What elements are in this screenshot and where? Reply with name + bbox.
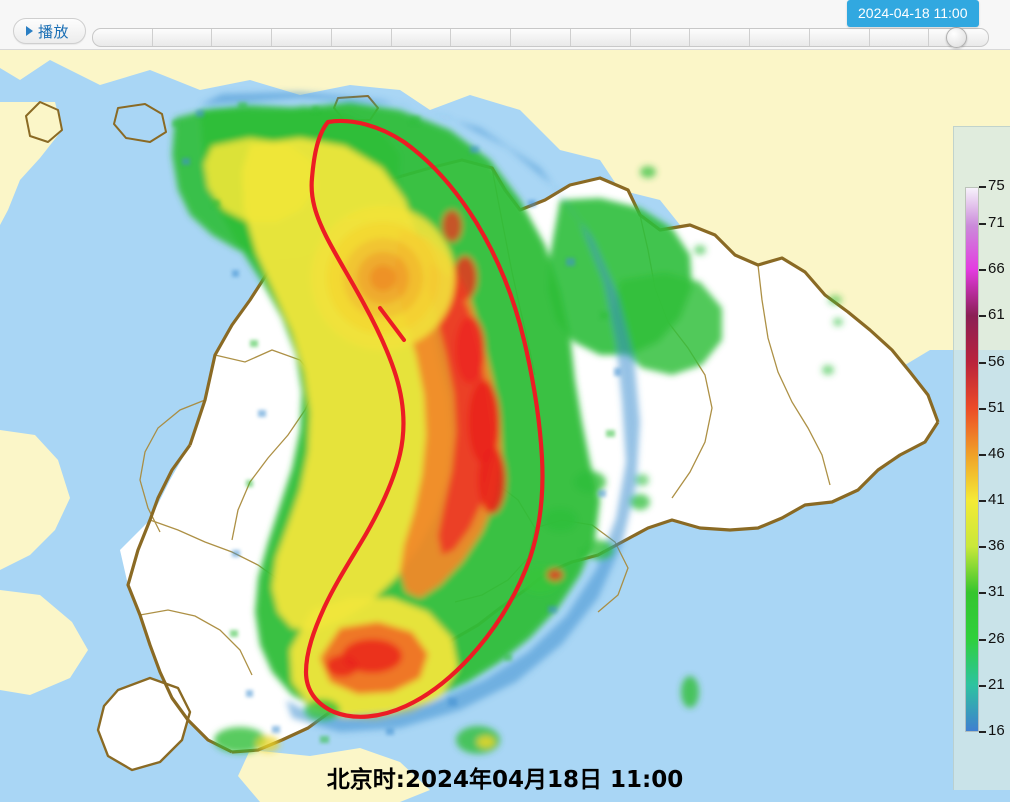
colorbar-tick-label: 31	[988, 583, 1005, 601]
time-slider-segment[interactable]	[392, 29, 452, 46]
radar-echo-speckle	[172, 102, 621, 743]
time-slider-segment[interactable]	[571, 29, 631, 46]
colorbar-tick-dash	[979, 269, 986, 272]
time-slider-segment[interactable]	[93, 29, 153, 46]
colorbar-tick-dash	[979, 222, 986, 225]
play-button[interactable]: 播放	[13, 18, 87, 44]
colorbar-tick-label: 21	[988, 675, 1005, 693]
time-slider-segment[interactable]	[870, 29, 930, 46]
play-triangle-icon	[26, 26, 33, 36]
colorbar-tick-label: 71	[988, 213, 1005, 231]
colorbar-tick-label: 56	[988, 352, 1005, 370]
toolbar: 播放 2024-04-18 11:00	[0, 0, 1010, 50]
time-slider-segment[interactable]	[212, 29, 273, 46]
colorbar-tick-label: 36	[988, 537, 1005, 555]
time-slider[interactable]	[92, 27, 989, 48]
colorbar-tick-dash	[979, 361, 986, 364]
colorbar-tick-label: 61	[988, 306, 1005, 324]
colorbar-tick-label: 41	[988, 491, 1005, 509]
colorbar-tick-label: 16	[988, 722, 1005, 739]
time-slider-segment[interactable]	[511, 29, 571, 46]
colorbar-tick-label: 75	[988, 177, 1005, 194]
time-slider-segment[interactable]	[153, 29, 213, 46]
colorbar-tick-dash	[979, 315, 986, 318]
time-slider-segment[interactable]	[690, 29, 751, 46]
colorbar-tick-dash	[979, 453, 986, 456]
current-time-badge: 2024-04-18 11:00	[847, 0, 979, 27]
colorbar-tick-dash	[979, 407, 986, 410]
time-slider-handle[interactable]	[946, 27, 968, 48]
time-slider-segment[interactable]	[631, 29, 691, 46]
time-slider-track[interactable]	[92, 28, 989, 47]
time-slider-segment[interactable]	[750, 29, 810, 46]
colorbar-tick-dash	[979, 592, 986, 595]
time-slider-segment[interactable]	[810, 29, 870, 46]
colorbar-tick-dash	[979, 684, 986, 687]
time-slider-segment[interactable]	[332, 29, 392, 46]
colorbar-tick-label: 46	[988, 444, 1005, 462]
colorbar-tick-dash	[979, 500, 986, 503]
colorbar-tick-dash	[979, 638, 986, 641]
radar-map-canvas[interactable]	[0, 50, 1010, 802]
colorbar-tick-label: 66	[988, 260, 1005, 278]
colorbar-tick-dash	[979, 186, 986, 188]
radar-map[interactable]: 北京时:2024年04月18日 11:00	[0, 50, 1010, 802]
colorbar-tick-dash	[979, 546, 986, 549]
colorbar-tick-label: 26	[988, 629, 1005, 647]
colorbar-gradient-strip	[965, 187, 979, 732]
play-button-label: 播放	[38, 22, 70, 41]
colorbar-tick-dash	[979, 731, 986, 733]
storm-outline-polygon[interactable]	[303, 118, 545, 719]
time-slider-segment[interactable]	[451, 29, 512, 46]
radar-echo-field	[172, 92, 843, 754]
time-slider-segment[interactable]	[272, 29, 332, 46]
colorbar-tick-label: 51	[988, 398, 1005, 416]
colorbar-panel: 75 71 66 61 56 51 46 41 36 31 26 21 16	[953, 126, 1010, 790]
